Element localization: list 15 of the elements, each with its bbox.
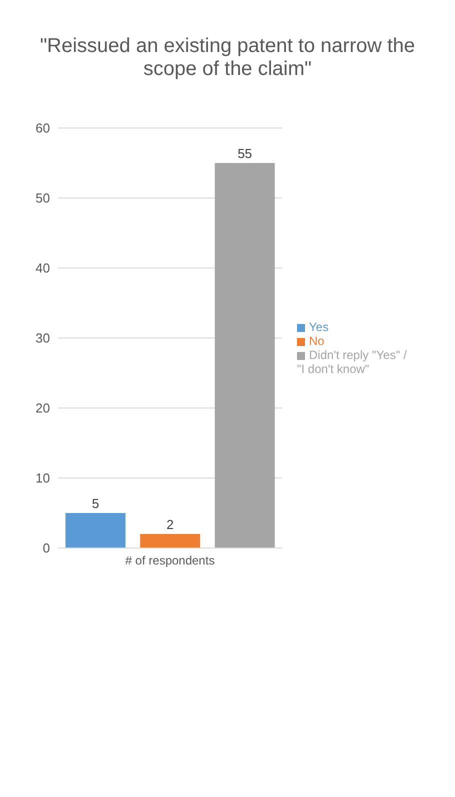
data-label: 2 [166, 517, 174, 532]
legend-label: Yes [309, 320, 329, 334]
y-tick-label: 0 [42, 540, 50, 556]
y-tick-label: 30 [36, 330, 50, 346]
legend-label: No [309, 334, 324, 348]
chart-title: "Reissued an existing patent to narrow the scope of the claim" [38, 35, 416, 81]
x-tick-label: # of respondents [125, 554, 215, 568]
y-tick-label: 20 [36, 400, 50, 416]
data-label: 55 [238, 146, 252, 161]
y-tick-label: 10 [36, 470, 50, 486]
y-tick-label: 60 [36, 120, 50, 136]
legend-label: Didn't reply "Yes" / "I don't know" [297, 348, 407, 376]
data-label: 5 [92, 496, 100, 511]
y-tick-label: 50 [36, 190, 50, 206]
y-tick-label: 40 [36, 260, 50, 276]
